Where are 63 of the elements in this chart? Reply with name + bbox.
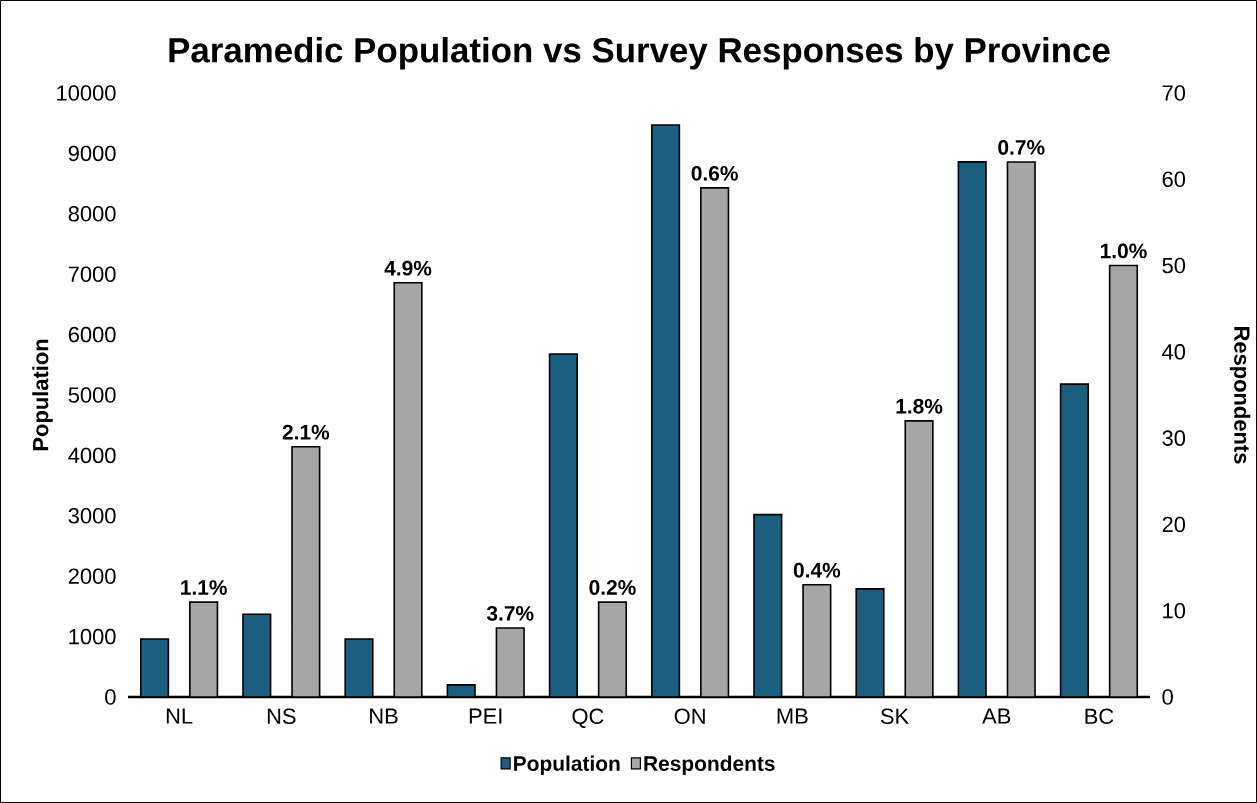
bar (242, 613, 272, 697)
x-tick-label: MB (777, 708, 808, 724)
x-tick-label: ON (674, 708, 705, 725)
bar (802, 584, 832, 697)
bar (957, 161, 987, 697)
x-tick-label: NS (267, 708, 296, 725)
annotation: 1.8% (896, 398, 943, 414)
bar (753, 513, 783, 697)
y-tick-label: 10000 (57, 85, 116, 101)
legend-label: Population (514, 755, 620, 776)
x-tick-label: SK (880, 708, 909, 725)
y-tick-label: 1000 (69, 628, 116, 645)
y-tick-label: 3000 (68, 508, 116, 524)
annotation: 0.2% (589, 580, 636, 595)
bar (1006, 161, 1036, 697)
bar (393, 282, 423, 697)
y2-tick-label: 70 (1162, 85, 1186, 101)
x-tick-label: BC (1085, 708, 1114, 725)
y-tick-label: 9000 (68, 145, 116, 162)
y2-tick-label: 20 (1162, 516, 1186, 533)
bar (597, 601, 628, 697)
bar (139, 638, 170, 697)
y2-tick-label: 0 (1162, 689, 1173, 705)
y-tick-label: 2000 (68, 568, 116, 584)
x-tick-label: AB (982, 708, 1011, 724)
x-tick-label: NB (370, 708, 398, 724)
y2-tick-label: 50 (1162, 257, 1186, 274)
chart-title: Paramedic Population vs Survey Responses by Province (169, 36, 1110, 70)
y2-tick-label: 60 (1162, 171, 1186, 188)
bar (904, 420, 934, 697)
bar (700, 187, 730, 697)
y2-axis-title: Respondents (1229, 327, 1251, 464)
bar (189, 601, 219, 697)
y-tick-label: 6000 (68, 326, 116, 343)
bar (495, 627, 525, 697)
bar (1108, 264, 1139, 697)
y-tick-label: 7000 (68, 266, 116, 282)
x-tick-label: QC (572, 708, 604, 728)
legend-label: Respondents (644, 755, 775, 776)
bar (650, 124, 681, 697)
y-tick-label: 0 (105, 689, 116, 705)
bar (855, 588, 885, 697)
annotation: 3.7% (486, 605, 534, 621)
annotation: 1.0% (1100, 243, 1147, 259)
y2-tick-label: 10 (1163, 602, 1186, 619)
annotation: 0.7% (998, 140, 1045, 155)
y2-tick-label: 40 (1162, 344, 1186, 360)
bar (1059, 383, 1089, 697)
y-axis-title: Population (32, 339, 53, 451)
y2-tick-label: 30 (1162, 430, 1186, 446)
annotation: 0.6% (691, 165, 738, 181)
bar (548, 353, 578, 697)
annotation: 1.1% (181, 580, 227, 595)
bar (344, 638, 374, 697)
annotation: 0.4% (793, 562, 841, 578)
annotation: 4.9% (384, 260, 432, 276)
y-tick-label: 5000 (68, 387, 116, 403)
x-tick-label: NL (166, 708, 193, 724)
x-tick-label: PEI (469, 708, 502, 724)
annotation: 2.1% (282, 424, 330, 440)
y-tick-label: 8000 (68, 206, 116, 222)
bar (291, 445, 321, 697)
y-tick-label: 4000 (68, 447, 116, 464)
